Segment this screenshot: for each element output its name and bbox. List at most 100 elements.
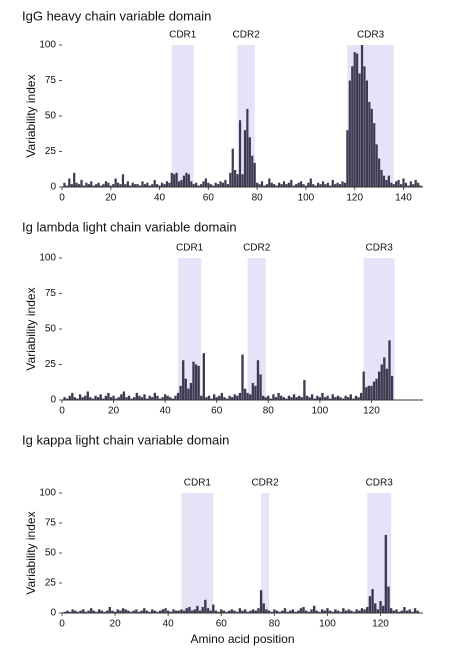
cdr-label: CDR2 bbox=[233, 30, 261, 41]
bar bbox=[180, 609, 183, 613]
bar bbox=[233, 394, 236, 400]
bar bbox=[117, 397, 120, 400]
bar bbox=[225, 398, 229, 400]
bar bbox=[385, 179, 388, 187]
bar bbox=[151, 397, 154, 400]
bar bbox=[229, 172, 232, 187]
bar bbox=[268, 178, 271, 187]
bar bbox=[164, 608, 167, 613]
bar bbox=[133, 397, 136, 400]
bar bbox=[195, 182, 198, 187]
bar bbox=[207, 182, 210, 187]
bar bbox=[161, 397, 164, 400]
bar bbox=[241, 610, 244, 613]
bar bbox=[196, 605, 199, 613]
bar bbox=[109, 397, 113, 400]
bar bbox=[225, 611, 228, 613]
bar bbox=[267, 395, 270, 400]
bar bbox=[352, 611, 356, 613]
bar bbox=[130, 398, 133, 400]
y-tick-label: 75 bbox=[45, 518, 57, 529]
bar bbox=[185, 172, 188, 187]
bar bbox=[302, 607, 305, 613]
bar bbox=[257, 608, 260, 613]
bar bbox=[127, 610, 130, 613]
bar bbox=[121, 174, 125, 187]
bar bbox=[63, 182, 66, 187]
bar bbox=[179, 385, 182, 400]
bar bbox=[378, 371, 381, 400]
bar bbox=[409, 181, 412, 187]
bar bbox=[287, 395, 291, 400]
bar bbox=[102, 398, 105, 400]
bar bbox=[399, 184, 403, 187]
y-tick-label: 75 bbox=[45, 75, 57, 86]
bar bbox=[202, 181, 205, 187]
bar bbox=[388, 340, 391, 400]
bar bbox=[156, 395, 159, 400]
bar bbox=[63, 397, 66, 400]
bar bbox=[259, 374, 262, 400]
x-tick-label: 100 bbox=[312, 406, 329, 417]
bar bbox=[143, 394, 146, 400]
x-tick-label: 120 bbox=[363, 406, 380, 417]
cdr-region bbox=[181, 493, 214, 613]
chart-title: Ig kappa light chain variable domain bbox=[22, 432, 229, 447]
bar bbox=[176, 392, 180, 400]
bar bbox=[74, 610, 77, 613]
bar bbox=[299, 181, 303, 187]
bar bbox=[79, 610, 82, 613]
bar bbox=[104, 181, 108, 187]
bar bbox=[305, 395, 309, 400]
bar bbox=[230, 609, 234, 613]
bar bbox=[182, 610, 186, 613]
x-tick-label: 20 bbox=[105, 193, 117, 204]
bar bbox=[92, 185, 95, 187]
bar bbox=[166, 610, 170, 613]
bar bbox=[347, 609, 350, 613]
bar bbox=[390, 182, 393, 187]
bar bbox=[336, 610, 340, 613]
bar bbox=[265, 609, 268, 613]
bar bbox=[117, 182, 120, 187]
bar bbox=[107, 182, 110, 187]
bar bbox=[373, 123, 376, 187]
bar bbox=[148, 611, 151, 613]
bar bbox=[321, 181, 325, 187]
bar bbox=[111, 610, 114, 613]
bar bbox=[120, 394, 123, 400]
bar bbox=[113, 611, 117, 613]
bar bbox=[70, 184, 73, 187]
bar bbox=[374, 603, 377, 613]
bar bbox=[76, 611, 80, 613]
bar bbox=[251, 609, 255, 613]
bar bbox=[153, 610, 157, 613]
bar bbox=[135, 609, 138, 613]
bar bbox=[411, 611, 414, 613]
bar bbox=[138, 395, 141, 400]
bar bbox=[299, 608, 303, 613]
bar bbox=[87, 610, 90, 613]
bar bbox=[365, 80, 368, 187]
bar bbox=[323, 397, 327, 400]
bar bbox=[200, 395, 203, 400]
y-tick-label: 0 bbox=[50, 182, 56, 193]
bar bbox=[300, 397, 303, 400]
bar bbox=[292, 185, 295, 187]
bar bbox=[368, 101, 371, 187]
bar bbox=[384, 535, 388, 613]
bar bbox=[249, 610, 252, 613]
bar bbox=[182, 360, 185, 400]
cdr-label: CDR1 bbox=[169, 30, 197, 41]
bar bbox=[381, 605, 385, 613]
bar bbox=[307, 182, 310, 187]
bar bbox=[171, 398, 175, 400]
bar bbox=[270, 182, 273, 187]
bar bbox=[89, 397, 92, 400]
x-tick-label: 80 bbox=[269, 619, 281, 630]
y-tick-label: 100 bbox=[39, 488, 56, 499]
bar bbox=[404, 182, 408, 187]
x-tick-label: 0 bbox=[59, 193, 65, 204]
bar bbox=[231, 148, 234, 187]
bar bbox=[295, 184, 298, 187]
